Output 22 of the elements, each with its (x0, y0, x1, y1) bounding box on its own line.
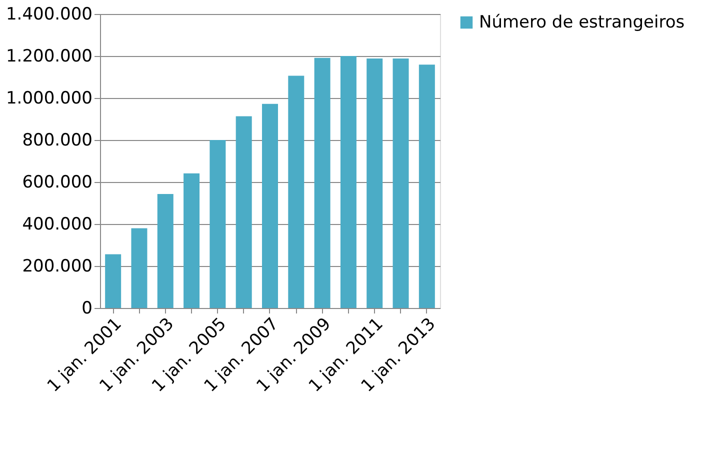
bar (157, 194, 174, 308)
y-tick-label: 400.000 (22, 214, 92, 234)
y-tick-label: 800.000 (22, 130, 92, 150)
bar (236, 116, 252, 308)
bar (105, 254, 122, 308)
legend-label: Número de estrangeiros (479, 12, 685, 32)
bar (210, 140, 226, 308)
bar (340, 56, 356, 308)
bar (314, 58, 330, 308)
y-tick-label: 600.000 (22, 172, 92, 192)
bar (131, 228, 148, 308)
y-tick-label: 1.400.000 (6, 4, 92, 24)
bar (392, 58, 409, 308)
bar (366, 58, 383, 308)
y-tick-label: 1.000.000 (6, 88, 92, 108)
y-tick-label: 0 (82, 298, 92, 318)
bar (418, 64, 435, 308)
y-tick-label: 200.000 (22, 256, 92, 276)
bar (288, 76, 304, 308)
bar (262, 104, 278, 308)
y-tick-label: 1.200.000 (6, 46, 92, 66)
bar (184, 173, 200, 308)
